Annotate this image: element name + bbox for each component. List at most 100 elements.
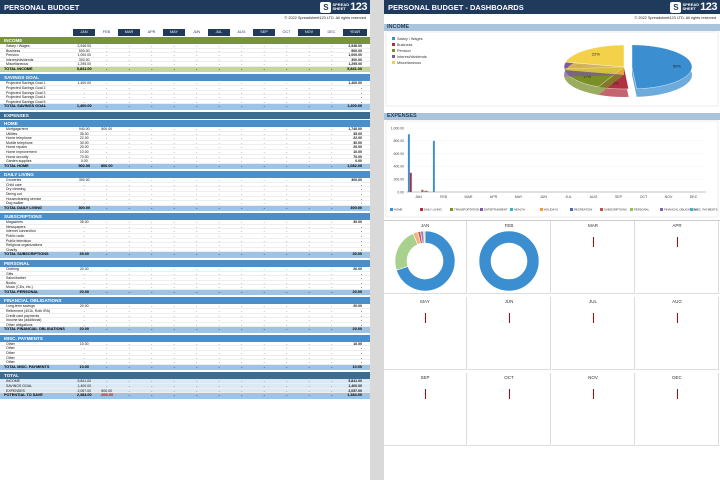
table-row: Utilities 35.00 - - - - - - - - - - - 35.00	[0, 132, 370, 137]
row-cells: 10.00 - - - - - - - - - - -	[73, 150, 343, 155]
row-year-total: 30.00	[353, 140, 362, 145]
y-tick-label: 800.00	[394, 139, 404, 143]
cell-value: -	[241, 383, 243, 388]
cell-value: -	[218, 86, 220, 91]
legend-swatch	[540, 208, 543, 211]
cell-value: -	[331, 383, 333, 388]
total-label: TOTAL DAILY LIVING	[4, 205, 42, 210]
row-label: Other	[6, 346, 15, 351]
cell-value: -	[308, 182, 310, 187]
cell-value: -	[331, 131, 333, 136]
row-label: Long-term savings	[6, 304, 35, 309]
row-label: Public television	[6, 238, 32, 243]
cell-value: -	[173, 57, 175, 62]
row-year-total: 20.00	[353, 266, 362, 271]
total-cells: 10.00 - - - - - - - - - - -	[73, 365, 343, 371]
cell-value: -	[173, 140, 175, 145]
cell-value: 500.00	[78, 48, 90, 53]
cell-value: -	[173, 187, 175, 192]
cell-value: -	[286, 318, 288, 323]
cell-value: -	[218, 220, 220, 225]
cell-value: -	[308, 355, 310, 360]
cell-value: -	[128, 304, 130, 309]
cell-value: -	[308, 276, 310, 281]
cell-value: -	[263, 187, 265, 192]
cell-value: -	[286, 308, 288, 313]
total-year: 20.00	[352, 289, 362, 294]
total-cell: -	[151, 66, 153, 71]
cell-value: -	[83, 271, 85, 276]
row-label: Home security	[6, 154, 29, 159]
total-block: INCOME 5,841.00- - - - - - - - - - -5,841.00 SAVINGS…	[0, 379, 370, 399]
total-cell: -	[173, 364, 175, 369]
cell-value: -	[263, 243, 265, 248]
total-cell: 1,400.00	[76, 104, 92, 109]
cell-value: -	[83, 99, 85, 104]
row-label: Internet connection	[6, 229, 36, 234]
pie-slice	[631, 44, 693, 90]
total-cell: -	[151, 393, 153, 398]
cell-value: -	[331, 187, 333, 192]
cell-value: -	[263, 313, 265, 318]
cell-value: -	[173, 126, 175, 131]
cell-value: -	[128, 220, 130, 225]
cell-value: 35.00	[79, 131, 89, 136]
cell-value: -	[151, 266, 153, 271]
cell-value: -	[331, 280, 333, 285]
cell-value: -	[83, 196, 85, 201]
total-cell: -	[263, 327, 265, 332]
cell-value: -	[241, 308, 243, 313]
legend-swatch	[390, 208, 393, 211]
cell-value: -	[128, 145, 130, 150]
cell-value: -	[196, 191, 198, 196]
total-cell: -	[263, 289, 265, 294]
legend-swatch	[392, 43, 395, 46]
cell-value: -	[196, 313, 198, 318]
cell-value: -	[106, 341, 108, 346]
cell-value: -	[241, 341, 243, 346]
row-year-total: -	[360, 313, 362, 318]
table-row: Groceries 300.00 - - - - - - - - - - - 300.00	[0, 178, 370, 183]
total-cell: -	[331, 393, 333, 398]
table-row: Public television - - - - - - - - - - - - -	[0, 239, 370, 244]
cell-value: -	[331, 285, 333, 290]
cell-value: -	[173, 308, 175, 313]
table-row: Charity - - - - - - - - - - - - -	[0, 248, 370, 253]
legend-swatch	[600, 208, 603, 211]
cell-value: -	[173, 266, 175, 271]
cell-value: -	[173, 182, 175, 187]
cell-value: -	[286, 266, 288, 271]
cell-value: -	[331, 62, 333, 67]
cell-value: -	[241, 44, 243, 48]
cell-value: -	[151, 201, 153, 206]
expenses-section-header: EXPENSES	[0, 111, 370, 119]
table-row: Child care - - - - - - - - - - - - -	[0, 183, 370, 188]
cell-value: -	[83, 201, 85, 206]
cell-value: -	[218, 360, 220, 365]
cell-value: -	[308, 53, 310, 58]
donut-slice	[478, 230, 540, 292]
cell-value: -	[151, 247, 153, 252]
row-year-total: 1,740.00	[348, 126, 362, 131]
cell-value: -	[263, 178, 265, 183]
cell-value: -	[241, 388, 243, 393]
total-cell: -	[106, 104, 108, 109]
cell-value: -	[218, 140, 220, 145]
cell-value: -	[286, 62, 288, 67]
table-row: Mortgage/rent 940.00 800.00 - - - - - - - - - - 1,740…	[0, 127, 370, 132]
table-row: Salon/barber - - - - - - - - - - - - -	[0, 276, 370, 281]
cell-value: -	[308, 308, 310, 313]
y-tick-label: 200.00	[394, 178, 404, 182]
legend-swatch	[630, 208, 633, 211]
cell-value: -	[173, 351, 175, 356]
cell-value: -	[151, 140, 153, 145]
cell-value: -	[218, 247, 220, 252]
row-year-total: 0.00	[355, 159, 362, 164]
row-label: Projected Savings Goal 1	[6, 81, 46, 86]
total-cell: 20.00	[79, 327, 89, 332]
row-cells: ------------	[73, 197, 343, 202]
total-cell: -	[308, 289, 310, 294]
cell-value: -	[331, 346, 333, 351]
row-label: Public radio	[6, 234, 25, 239]
total-cell: -	[151, 163, 153, 168]
